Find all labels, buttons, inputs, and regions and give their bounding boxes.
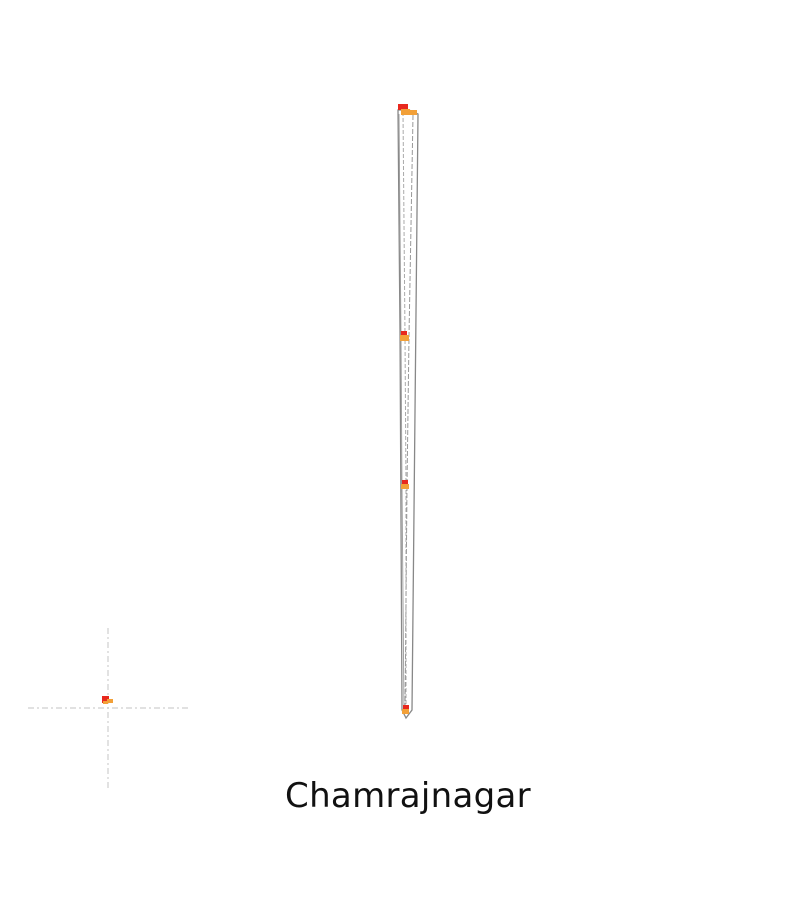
- square-marker-icon: [402, 705, 409, 714]
- square-marker-icon: [398, 104, 417, 115]
- locator-inset: [28, 628, 188, 788]
- place-name-label: Chamrajnagar: [285, 776, 531, 816]
- boundary-inner-line-2: [404, 114, 414, 715]
- boundary-outline: [397, 109, 419, 720]
- settlement-markers: [398, 104, 417, 714]
- square-marker-icon: [400, 331, 409, 341]
- boundary-inner-line-3: [398, 113, 405, 713]
- square-marker-icon: [401, 480, 409, 489]
- district-boundary: [397, 109, 419, 720]
- crosshair-icon: [102, 696, 113, 704]
